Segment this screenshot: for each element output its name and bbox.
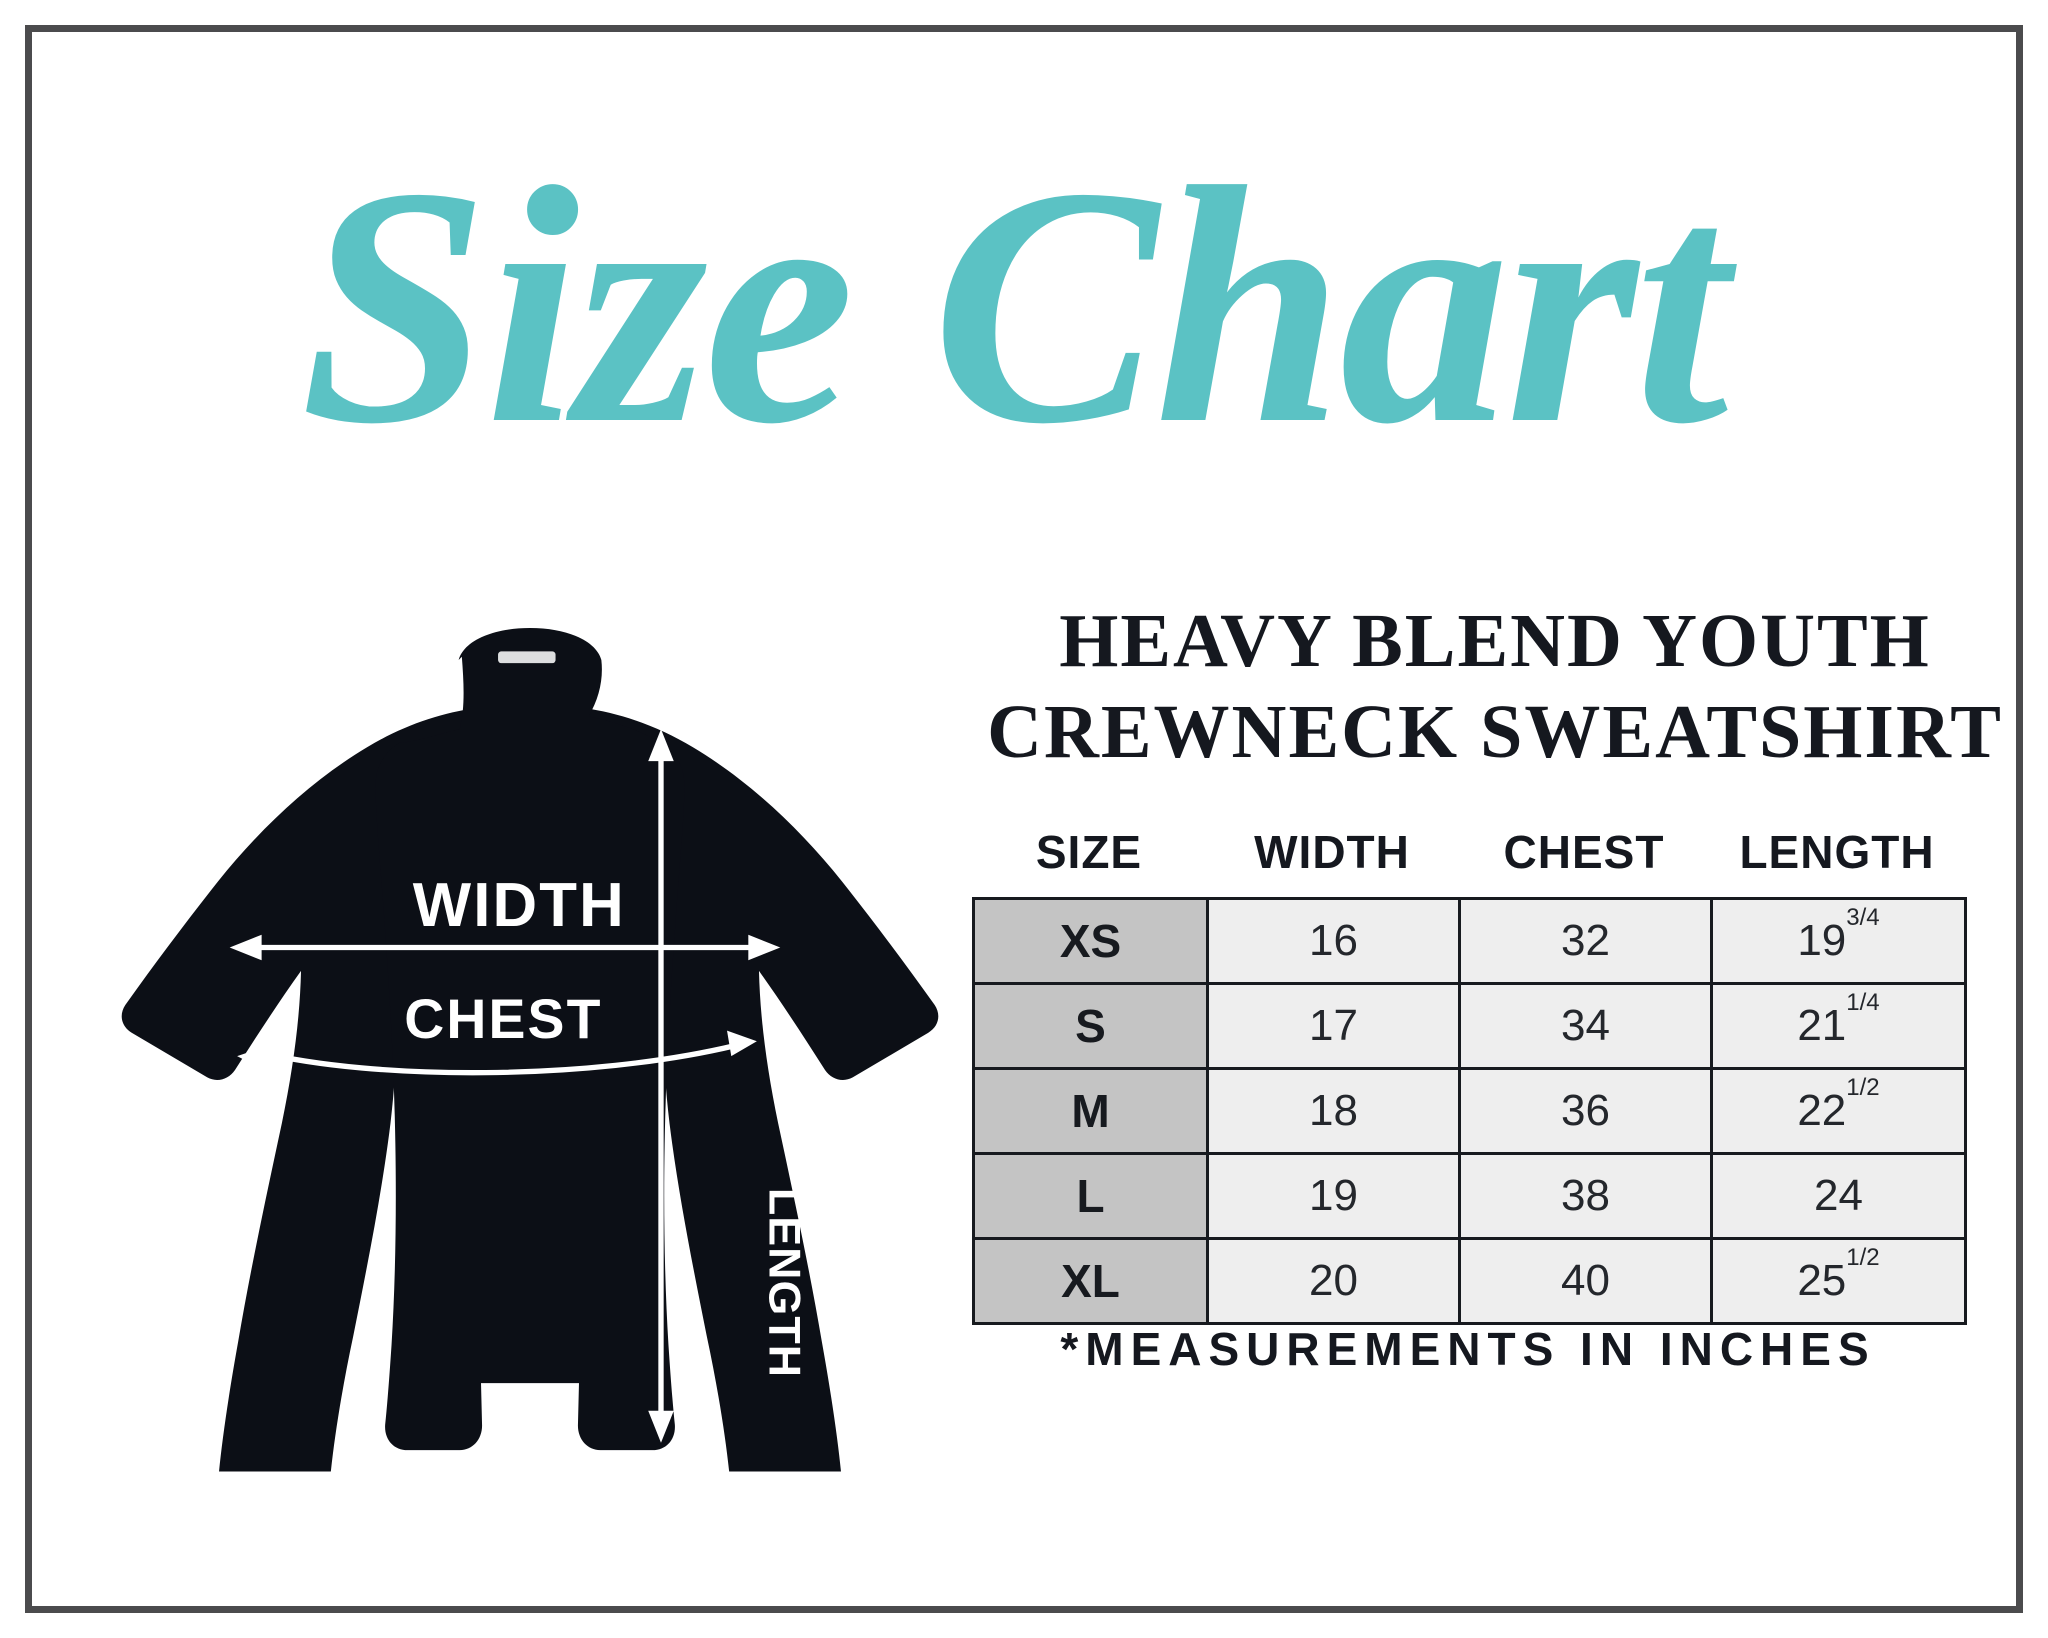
svg-text:WIDTH: WIDTH: [413, 871, 626, 940]
svg-text:LENGTH: LENGTH: [760, 1188, 809, 1378]
svg-text:CHEST: CHEST: [404, 988, 602, 1050]
